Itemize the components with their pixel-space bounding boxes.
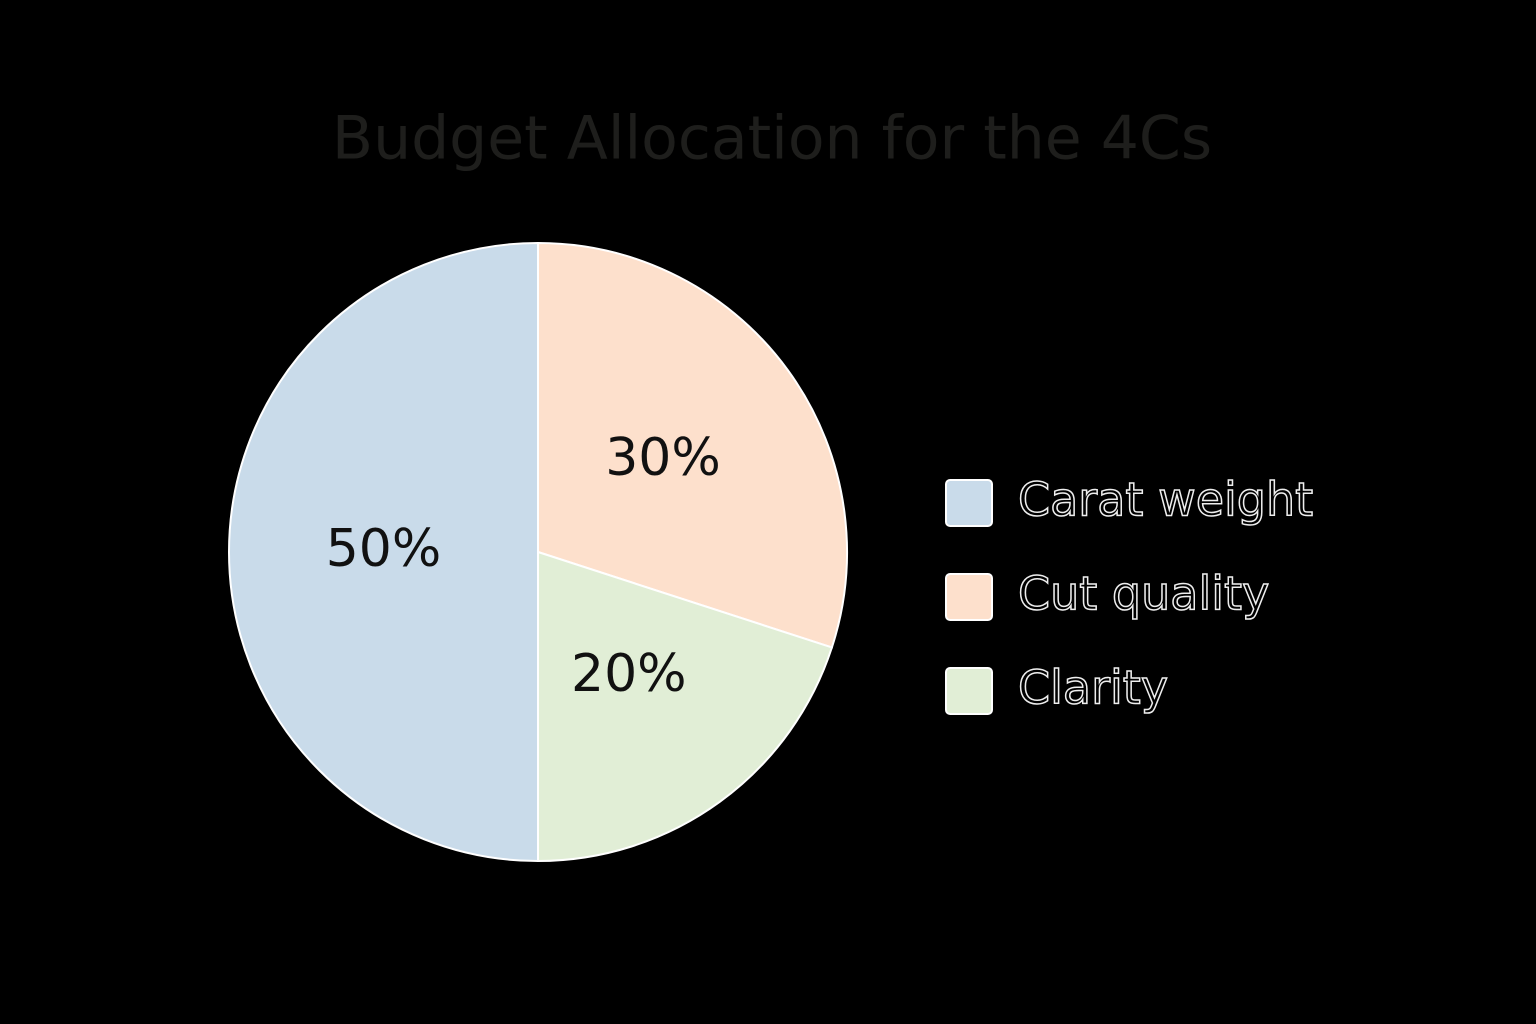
chart-title: Budget Allocation for the 4Cs	[332, 104, 1212, 174]
legend-label: Cut quality	[1018, 567, 1269, 621]
slice-label: 20%	[571, 644, 687, 704]
pie-slice	[537, 550, 834, 863]
legend-label: Clarity	[1018, 661, 1168, 715]
pie-slice	[228, 241, 539, 863]
pie-slice	[537, 241, 848, 649]
legend-swatch	[945, 479, 993, 527]
legend-swatch	[945, 667, 993, 715]
legend-swatch	[945, 573, 993, 621]
slice-label: 50%	[326, 519, 442, 579]
slice-label: 30%	[605, 428, 721, 488]
legend-label: Carat weight	[1018, 473, 1313, 527]
